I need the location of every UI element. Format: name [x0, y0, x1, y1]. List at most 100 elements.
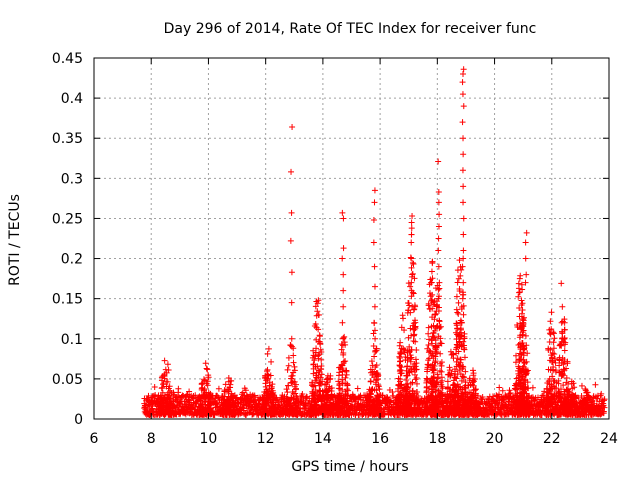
data-point: [451, 382, 458, 389]
data-point: [405, 334, 412, 341]
data-point: [516, 289, 523, 296]
data-point: [522, 279, 529, 286]
data-point: [407, 283, 414, 290]
data-point: [459, 295, 466, 302]
data-point: [268, 358, 275, 365]
x-tick-label: 20: [486, 431, 504, 447]
data-point: [198, 380, 205, 387]
data-point: [466, 397, 473, 404]
data-point: [400, 315, 407, 322]
data-point: [515, 293, 522, 300]
data-point: [458, 332, 465, 339]
data-point: [411, 302, 418, 309]
data-point: [336, 385, 343, 392]
data-point: [425, 300, 432, 307]
data-point: [397, 367, 404, 374]
data-point: [546, 330, 553, 337]
data-point: [559, 335, 566, 342]
data-point: [228, 402, 235, 409]
y-tick-label: 0.3: [61, 171, 83, 187]
data-point: [204, 366, 211, 373]
data-point: [470, 382, 477, 389]
data-point: [545, 404, 552, 411]
data-point: [517, 343, 524, 350]
data-point: [456, 362, 463, 369]
data-point: [426, 290, 433, 297]
data-point: [433, 386, 440, 393]
data-point: [517, 272, 524, 279]
data-point: [292, 386, 299, 393]
data-point: [524, 379, 531, 386]
data-point: [522, 255, 529, 262]
data-point: [438, 391, 445, 398]
data-point: [464, 396, 471, 403]
data-point: [519, 388, 526, 395]
data-point: [340, 287, 347, 294]
data-point: [384, 394, 391, 401]
data-point: [459, 167, 466, 174]
data-point: [425, 324, 432, 331]
data-point: [251, 397, 258, 404]
data-point: [412, 363, 419, 370]
data-point: [454, 279, 461, 286]
data-point: [222, 381, 229, 388]
data-point: [398, 364, 405, 371]
data-point: [547, 409, 554, 416]
data-point: [548, 382, 555, 389]
data-point: [463, 405, 470, 412]
data-point: [515, 407, 522, 414]
data-point: [409, 303, 416, 310]
data-point: [239, 389, 246, 396]
data-point: [276, 401, 283, 408]
data-point: [166, 400, 173, 407]
data-point: [320, 411, 327, 418]
data-point: [292, 404, 299, 411]
data-point: [430, 405, 437, 412]
data-point: [223, 406, 230, 413]
data-point: [411, 275, 418, 282]
data-point: [408, 287, 415, 294]
data-point: [202, 360, 209, 367]
data-point: [405, 390, 412, 397]
data-point: [460, 135, 467, 142]
data-point: [455, 402, 462, 409]
data-point: [460, 338, 467, 345]
data-point: [367, 378, 374, 385]
data-point: [287, 341, 294, 348]
data-point: [553, 405, 560, 412]
data-point: [375, 409, 382, 416]
data-point: [564, 402, 571, 409]
data-point: [290, 352, 297, 359]
data-point: [328, 385, 335, 392]
data-point: [409, 270, 416, 277]
data-point: [167, 406, 174, 413]
data-point: [468, 404, 475, 411]
data-point: [341, 339, 348, 346]
data-point: [446, 364, 453, 371]
data-point: [412, 356, 419, 363]
data-point: [430, 395, 437, 402]
data-point: [175, 385, 182, 392]
data-point: [202, 408, 209, 415]
data-point: [288, 168, 295, 175]
data-point: [518, 367, 525, 374]
data-point: [288, 335, 295, 342]
data-point: [340, 215, 347, 222]
data-point: [444, 407, 451, 414]
data-point: [460, 279, 467, 286]
data-point: [519, 306, 526, 313]
data-point: [205, 374, 212, 381]
data-point: [430, 322, 437, 329]
data-point: [316, 379, 323, 386]
data-point: [287, 403, 294, 410]
data-point: [428, 389, 435, 396]
data-point: [425, 342, 432, 349]
data-point: [456, 257, 463, 264]
data-point: [365, 411, 372, 418]
data-point: [568, 394, 575, 401]
data-point: [461, 384, 468, 391]
data-point: [159, 409, 166, 416]
data-point: [435, 396, 442, 403]
data-point: [552, 359, 559, 366]
data-point: [453, 346, 460, 353]
